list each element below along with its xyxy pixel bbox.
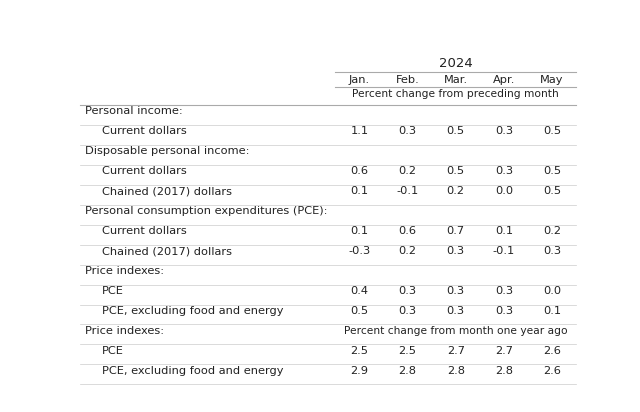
Text: 2.8: 2.8: [399, 366, 417, 376]
Text: 1.1: 1.1: [351, 126, 369, 136]
Text: Jan.: Jan.: [349, 75, 370, 85]
Text: 0.3: 0.3: [399, 126, 417, 136]
Text: 2.5: 2.5: [399, 346, 417, 356]
Text: 0.2: 0.2: [399, 166, 417, 176]
Text: 0.3: 0.3: [447, 306, 465, 316]
Text: 2.8: 2.8: [495, 366, 513, 376]
Text: 0.6: 0.6: [399, 226, 417, 236]
Text: -0.1: -0.1: [397, 186, 419, 196]
Text: Mar.: Mar.: [444, 75, 468, 85]
Text: 0.3: 0.3: [495, 286, 513, 296]
Text: 0.2: 0.2: [399, 246, 417, 256]
Text: Percent change from preceding month: Percent change from preceding month: [353, 89, 559, 99]
Text: Price indexes:: Price indexes:: [85, 326, 164, 336]
Text: PCE: PCE: [102, 286, 124, 296]
Text: 0.5: 0.5: [447, 126, 465, 136]
Text: PCE: PCE: [102, 346, 124, 356]
Text: Price indexes:: Price indexes:: [85, 266, 164, 276]
Text: May: May: [540, 75, 564, 85]
Text: 0.1: 0.1: [543, 306, 561, 316]
Text: Personal consumption expenditures (PCE):: Personal consumption expenditures (PCE):: [85, 206, 328, 216]
Text: Personal income:: Personal income:: [85, 106, 182, 116]
Text: Chained (2017) dollars: Chained (2017) dollars: [102, 246, 232, 256]
Text: 2.5: 2.5: [351, 346, 369, 356]
Text: Chained (2017) dollars: Chained (2017) dollars: [102, 186, 232, 196]
Text: 0.3: 0.3: [495, 126, 513, 136]
Text: 0.7: 0.7: [447, 226, 465, 236]
Text: PCE, excluding food and energy: PCE, excluding food and energy: [102, 366, 284, 376]
Text: 0.6: 0.6: [351, 166, 369, 176]
Text: 0.0: 0.0: [543, 286, 561, 296]
Text: 0.2: 0.2: [447, 186, 465, 196]
Text: 0.3: 0.3: [447, 286, 465, 296]
Text: 2.7: 2.7: [495, 346, 513, 356]
Text: 0.1: 0.1: [495, 226, 513, 236]
Text: 2.6: 2.6: [543, 366, 561, 376]
Text: 0.0: 0.0: [495, 186, 513, 196]
Text: 0.3: 0.3: [399, 286, 417, 296]
Text: 0.4: 0.4: [351, 286, 369, 296]
Text: 0.3: 0.3: [495, 166, 513, 176]
Text: 0.3: 0.3: [447, 246, 465, 256]
Text: Percent change from month one year ago: Percent change from month one year ago: [344, 326, 568, 336]
Text: 0.5: 0.5: [543, 166, 561, 176]
Text: Current dollars: Current dollars: [102, 226, 187, 236]
Text: 0.1: 0.1: [351, 226, 369, 236]
Text: Apr.: Apr.: [493, 75, 515, 85]
Text: 2024: 2024: [439, 57, 472, 70]
Text: -0.3: -0.3: [348, 246, 371, 256]
Text: 0.1: 0.1: [351, 186, 369, 196]
Text: -0.1: -0.1: [493, 246, 515, 256]
Text: Disposable personal income:: Disposable personal income:: [85, 146, 250, 156]
Text: Current dollars: Current dollars: [102, 166, 187, 176]
Text: 0.5: 0.5: [447, 166, 465, 176]
Text: 0.5: 0.5: [351, 306, 369, 316]
Text: 0.5: 0.5: [543, 126, 561, 136]
Text: 2.9: 2.9: [351, 366, 369, 376]
Text: PCE, excluding food and energy: PCE, excluding food and energy: [102, 306, 284, 316]
Text: 0.5: 0.5: [543, 186, 561, 196]
Text: 0.3: 0.3: [495, 306, 513, 316]
Text: 2.7: 2.7: [447, 346, 465, 356]
Text: 0.3: 0.3: [399, 306, 417, 316]
Text: 2.8: 2.8: [447, 366, 465, 376]
Text: 2.6: 2.6: [543, 346, 561, 356]
Text: 0.2: 0.2: [543, 226, 561, 236]
Text: Feb.: Feb.: [396, 75, 419, 85]
Text: Current dollars: Current dollars: [102, 126, 187, 136]
Text: 0.3: 0.3: [543, 246, 561, 256]
